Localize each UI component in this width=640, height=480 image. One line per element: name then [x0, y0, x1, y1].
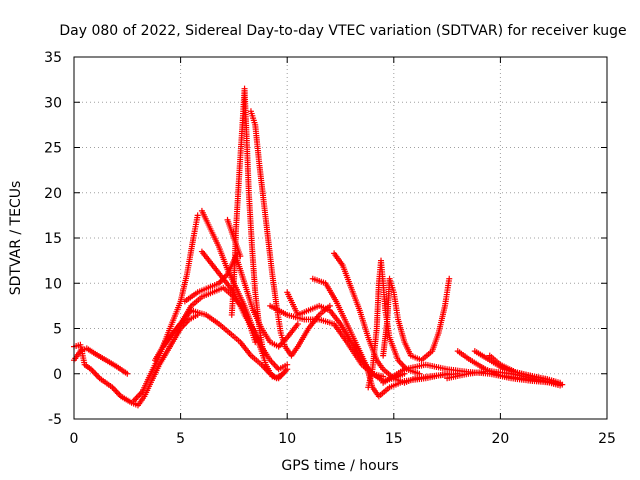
y-tick-label: 15: [44, 231, 62, 247]
series-arc-8: [198, 207, 291, 382]
data-marks-layer: [71, 85, 566, 409]
data-point-mark: [380, 373, 387, 380]
y-axis-label: SDTVAR / TECUs: [8, 181, 24, 296]
data-point-mark: [550, 379, 557, 386]
data-point-mark: [237, 253, 244, 260]
y-tick-label: 10: [44, 276, 62, 292]
chart-title: Day 080 of 2022, Sidereal Day-to-day VTE…: [59, 23, 626, 39]
series-arc-5: [160, 307, 286, 382]
series-arc-1: [71, 345, 131, 377]
data-point-mark: [284, 366, 291, 373]
series-arc-11: [247, 108, 333, 359]
x-tick-label: 15: [385, 431, 403, 447]
series-arc-13: [309, 275, 451, 400]
plot-frame: [73, 56, 608, 420]
x-axis-label: GPS time / hours: [281, 458, 398, 474]
y-tick-label: -5: [48, 412, 62, 428]
y-tick-label: 5: [53, 322, 62, 338]
x-tick-label: 10: [278, 431, 296, 447]
data-point-mark: [446, 275, 453, 282]
data-point-mark: [260, 352, 267, 359]
x-tick-label: 0: [70, 431, 79, 447]
y-tick-label: 20: [44, 186, 62, 202]
x-tick-label: 20: [491, 431, 509, 447]
y-tick-label: 25: [44, 141, 62, 157]
series-arc-10: [224, 216, 244, 260]
data-point-mark: [124, 370, 131, 377]
data-point-mark: [416, 370, 423, 377]
data-point-mark: [194, 212, 201, 219]
data-point-mark: [557, 379, 564, 386]
x-tick-label: 5: [176, 431, 185, 447]
x-tick-label: 25: [598, 431, 616, 447]
y-tick-label: 0: [53, 367, 62, 383]
series-arc-22: [444, 368, 557, 386]
series-arc-2: [71, 311, 201, 409]
series-arc-17: [380, 275, 453, 364]
data-point-mark: [294, 320, 301, 327]
series-arc-14: [267, 302, 387, 380]
y-tick-label: 35: [44, 50, 62, 66]
ticks-layer: 0 5 10 15 20 25 -5 0 5 10 15 20 25 30 35: [44, 50, 616, 447]
y-tick-label: 30: [44, 95, 62, 111]
